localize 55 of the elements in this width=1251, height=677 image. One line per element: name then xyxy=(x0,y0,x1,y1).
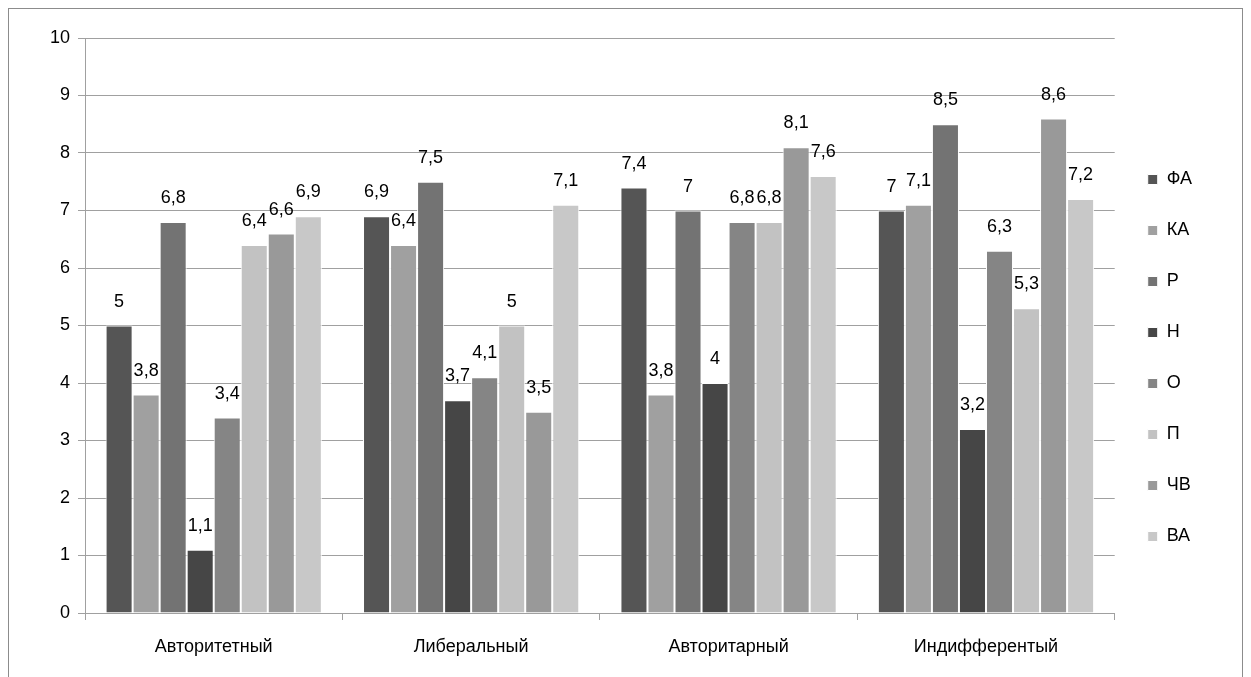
legend-label: Н xyxy=(1166,321,1180,342)
data-label: 3,4 xyxy=(214,382,240,403)
y-tick-label: 1 xyxy=(59,544,70,565)
data-label: 6,6 xyxy=(268,198,294,219)
data-label: 7 xyxy=(683,175,694,196)
data-label: 3,8 xyxy=(648,359,674,380)
x-tick-label: Авторитарный xyxy=(668,635,789,656)
data-label: 5 xyxy=(114,290,125,311)
data-label: 4,1 xyxy=(472,342,498,363)
legend-label: ФА xyxy=(1166,168,1192,189)
data-label: 1,1 xyxy=(187,514,213,535)
data-label: 4 xyxy=(710,348,721,368)
data-label: 3,5 xyxy=(526,376,552,397)
data-label: 3,8 xyxy=(133,359,159,380)
y-tick-label: 2 xyxy=(59,486,70,507)
data-label: 7,1 xyxy=(905,169,931,190)
data-label: 8,6 xyxy=(1041,83,1067,104)
data-label: 6,3 xyxy=(986,215,1013,236)
x-tick-label: Индифферентый xyxy=(913,635,1059,656)
data-label: 6,8 xyxy=(756,187,782,207)
data-label: 5 xyxy=(506,290,517,311)
data-label: 3,2 xyxy=(959,394,985,414)
data-label: 5,3 xyxy=(1014,273,1040,294)
data-label: 3,7 xyxy=(445,365,471,386)
x-tick-label: Авторитетный xyxy=(154,635,273,656)
y-tick-label: 4 xyxy=(59,371,70,392)
legend-label: П xyxy=(1166,423,1180,444)
y-tick-label: 5 xyxy=(59,314,70,335)
data-label: 7,1 xyxy=(553,169,579,190)
legend-label: Р xyxy=(1166,270,1179,291)
data-label: 7 xyxy=(886,175,897,196)
y-tick-label: 0 xyxy=(59,601,70,622)
data-label: 7,2 xyxy=(1068,164,1094,184)
data-label: 6,9 xyxy=(295,181,321,202)
y-tick-label: 8 xyxy=(59,141,70,162)
y-tick-label: 3 xyxy=(59,429,70,450)
y-tick-label: 10 xyxy=(49,26,70,47)
y-tick-label: 9 xyxy=(59,84,70,105)
data-label: 8,5 xyxy=(932,89,958,110)
y-tick-label: 7 xyxy=(59,199,70,220)
data-label: 6,8 xyxy=(160,187,186,207)
legend-label: ВА xyxy=(1166,525,1191,546)
legend-label: О xyxy=(1166,372,1181,393)
legend-label: КА xyxy=(1166,219,1190,240)
data-label: 6,9 xyxy=(364,181,390,202)
data-label: 7,6 xyxy=(810,141,836,161)
legend-label: ЧВ xyxy=(1166,474,1191,495)
data-label: 7,5 xyxy=(418,146,444,167)
data-label: 6,4 xyxy=(241,210,267,230)
data-label: 8,1 xyxy=(783,112,809,133)
data-label: 6,8 xyxy=(729,187,755,207)
data-label: 6,4 xyxy=(391,210,417,230)
x-tick-label: Либеральный xyxy=(413,635,529,656)
data-label: 7,4 xyxy=(621,152,647,173)
y-tick-label: 6 xyxy=(59,256,70,277)
